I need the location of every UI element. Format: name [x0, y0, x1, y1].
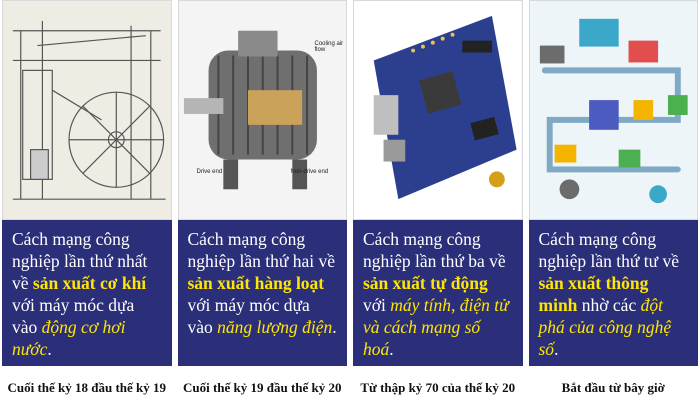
- caption-italic-highlight: máy tính, điện tử và cách mạng số hoá: [363, 295, 509, 359]
- panel-first-revolution: Cách mạng công nghiệp lần thứ nhất về sả…: [2, 0, 172, 410]
- caption-text: .: [332, 317, 337, 337]
- period-label: Bắt đầu từ bây giờ: [561, 380, 665, 395]
- caption-highlight: sản xuất thông minh: [538, 273, 649, 315]
- caption-third-revolution: Cách mạng công nghiệp lần thứ ba về sản …: [353, 220, 523, 366]
- panel-fourth-revolution: Cách mạng công nghiệp lần thứ tư về sản …: [528, 0, 698, 410]
- caption-text: .: [47, 339, 52, 359]
- caption-highlight: sản xuất tự động: [363, 273, 488, 293]
- caption-highlight: sản xuất cơ khí: [32, 273, 147, 293]
- panel-second-revolution: Cooling air flow Drive end Non-drive end…: [177, 0, 347, 410]
- caption-text: Cách mạng công nghiệp lần thứ nhất về: [12, 229, 148, 293]
- period-label: Từ thập kỷ 70 của thế kỷ 20: [360, 380, 516, 395]
- caption-text: với máy móc dựa vào: [12, 295, 135, 337]
- period-label: Cuối thế kỷ 18 đầu thế kỷ 19: [7, 380, 167, 395]
- caption-text: Cách mạng công nghiệp lần thứ hai về: [187, 229, 336, 271]
- caption-text: Cách mạng công nghiệp lần thứ ba về: [363, 229, 506, 271]
- caption-first-revolution: Cách mạng công nghiệp lần thứ nhất về sả…: [2, 220, 172, 366]
- caption-fourth-revolution: Cách mạng công nghiệp lần thứ tư về sản …: [528, 220, 698, 366]
- caption-text: với: [363, 295, 391, 315]
- caption-text: Cách mạng công nghiệp lần thứ tư về: [538, 229, 679, 271]
- image-label: Cooling air flow: [314, 41, 344, 53]
- image-label: Drive end: [196, 169, 223, 175]
- caption-text: nhờ các: [577, 295, 641, 315]
- image-label: Non-drive end: [290, 169, 329, 175]
- caption-highlight: sản xuất hàng loạt: [187, 273, 325, 293]
- steam-engine-illustration: [2, 0, 172, 220]
- caption-second-revolution: Cách mạng công nghiệp lần thứ hai về sản…: [177, 220, 347, 366]
- caption-text: với máy móc dựa vào: [187, 295, 310, 337]
- panel-third-revolution: Cách mạng công nghiệp lần thứ ba về sản …: [353, 0, 523, 410]
- caption-text: .: [554, 339, 559, 359]
- electric-motor-illustration: Cooling air flow Drive end Non-drive end: [177, 0, 347, 220]
- caption-italic-highlight: năng lượng điện: [217, 317, 333, 337]
- circuit-board-illustration: [353, 0, 523, 220]
- caption-italic-highlight: động cơ hơi nước: [12, 317, 126, 359]
- smart-factory-illustration: [528, 0, 698, 220]
- caption-text: .: [389, 339, 394, 359]
- caption-italic-highlight: đột phá của công nghệ số: [538, 295, 672, 359]
- period-label: Cuối thế kỷ 19 đầu thế kỷ 20: [182, 380, 342, 395]
